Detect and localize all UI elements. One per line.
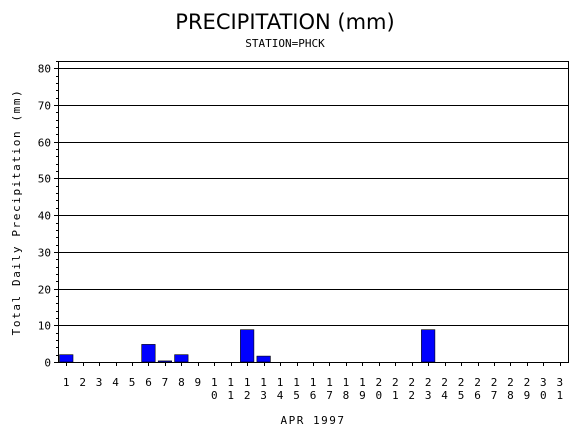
bar (59, 354, 74, 363)
bar (157, 360, 172, 363)
y-tick-label: 60 (38, 137, 51, 150)
chart-title: PRECIPITATION (mm) (175, 10, 394, 34)
bar (141, 344, 156, 363)
y-tick-label: 50 (38, 173, 51, 186)
x-tick-label: 7 (162, 376, 169, 389)
grid-lines (58, 68, 568, 326)
y-axis-label: Total Daily Precipitation (mm) (10, 89, 23, 336)
y-tick-label: 30 (38, 247, 51, 260)
bar (240, 329, 255, 363)
y-tick-label: 0 (44, 357, 51, 370)
y-axis-ticks: 0 10 20 30 40 50 60 70 80 (38, 61, 58, 370)
x-axis-label: APR 1997 (281, 414, 346, 427)
bars (59, 329, 436, 363)
y-tick-label: 80 (38, 63, 51, 76)
bar (174, 354, 189, 363)
y-tick-label: 20 (38, 284, 51, 297)
y-tick-label: 40 (38, 210, 51, 223)
y-tick-label: 10 (38, 320, 51, 333)
x-axis-ticks: 1 2 3 4 5 6 7 8 9 1 01 11 21 31 41 51 61 71 81 92 02 12 22 32 42… (63, 362, 563, 402)
plot-frame (58, 61, 569, 363)
x-tick-label: 6 (145, 376, 152, 389)
bar (256, 355, 271, 363)
y-tick-label: 70 (38, 100, 51, 113)
chart-subtitle: STATION=PHCK (245, 37, 325, 50)
x-tick-label: 5 (129, 376, 136, 389)
x-tick-label: 1 (63, 376, 70, 389)
x-tick-label: 3 (96, 376, 103, 389)
x-tick-label: 4 (112, 376, 119, 389)
x-tick-label: 8 (178, 376, 185, 389)
bar (421, 329, 436, 363)
x-tick-label: 9 (194, 376, 201, 389)
x-tick-label: 2 (79, 376, 86, 389)
